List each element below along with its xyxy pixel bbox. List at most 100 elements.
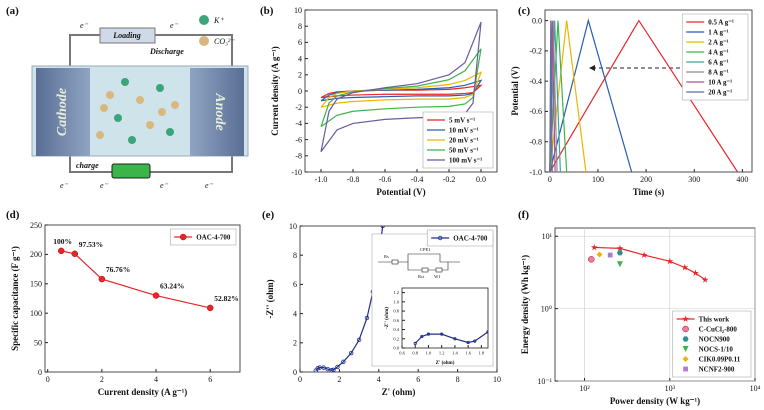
loading-label: Loading: [112, 31, 141, 40]
legend-label: 1 A g⁻¹: [708, 29, 729, 37]
panel-label: (b): [260, 5, 274, 17]
warburg: [435, 267, 443, 273]
y-tick-label: 10⁻¹: [537, 377, 552, 386]
k-label: K⁺: [213, 16, 224, 25]
series-line: [320, 21, 482, 153]
marker: [315, 366, 320, 371]
y-tick-label: 8: [298, 22, 302, 31]
legend-label: CIK0.09P0.11: [699, 356, 741, 364]
y-tick-label: 10¹: [542, 232, 553, 241]
marker: [321, 365, 326, 370]
y-tick-label: -8: [295, 152, 302, 161]
x-tick-label: 0: [548, 175, 552, 184]
data-annotation: 76.76%: [106, 265, 130, 274]
plot-frame: [544, 9, 753, 173]
marker: [335, 364, 340, 370]
marker: [453, 337, 457, 341]
y-tick-label: 10: [289, 222, 297, 231]
marker: [152, 292, 160, 299]
x-tick-label: 6: [416, 375, 420, 384]
resistor: [391, 259, 399, 265]
marker: [356, 337, 362, 343]
y-axis-label: Energy density (Wh kg⁻¹): [520, 255, 530, 354]
marker: [426, 332, 431, 336]
anode: [190, 68, 244, 156]
y-tick-label: 0.4: [393, 327, 399, 332]
legend-label: 20 mV s⁻¹: [449, 137, 479, 145]
marker: [606, 93, 608, 95]
x-axis-label: Power density (W kg⁻¹): [610, 396, 700, 406]
y-tick-label: 10: [294, 6, 302, 15]
marker: [682, 315, 690, 322]
marker: [420, 334, 424, 339]
circuit-label: Rct: [418, 274, 425, 279]
marker: [596, 251, 603, 258]
x-tick-label: -0.8: [347, 175, 360, 184]
co3-label: CO₃²⁻: [214, 37, 235, 46]
legend-label: NOCS-1/10: [699, 346, 734, 354]
legend-box: [426, 229, 494, 247]
marker: [380, 226, 385, 229]
x-axis-label: Current density (A g⁻¹): [98, 387, 188, 397]
x-tick-label: 200: [640, 175, 652, 184]
marker: [507, 314, 509, 316]
series-line: [320, 48, 482, 128]
legend-label: 5 mV s⁻¹: [449, 117, 475, 125]
plot-frame: [299, 225, 498, 373]
y-axis-label: -Z'' (ohm): [385, 307, 390, 329]
panel-label: (e): [262, 209, 275, 221]
electron-label: e⁻: [160, 181, 169, 190]
marker: [666, 257, 674, 265]
x-axis-label: Potential (V): [376, 187, 425, 197]
series-line: [549, 20, 568, 172]
y-tick-label: -0.4: [529, 77, 542, 86]
charge-label: charge: [76, 161, 99, 170]
x-tick-label: 10²: [579, 384, 590, 393]
marker: [533, 287, 535, 289]
marker: [486, 330, 488, 334]
inset-plot: [413, 93, 608, 345]
resistor: [421, 267, 429, 273]
circuit-label: W1: [434, 274, 441, 279]
y-axis-label: Potential (V): [510, 66, 520, 115]
y-tick-label: 0.8: [393, 309, 399, 314]
circuit: [378, 253, 460, 271]
legend-label: 10 A g⁻¹: [708, 79, 732, 87]
marker: [349, 350, 354, 356]
marker: [586, 176, 588, 178]
co3-icon: [199, 36, 209, 46]
x-tick-label: 0: [46, 375, 50, 384]
marker: [98, 275, 106, 283]
marker: [440, 332, 444, 336]
marker: [616, 261, 623, 268]
legend-label: 0.5 A g⁻¹: [708, 19, 734, 27]
y-axis-label: Specific capacitance (F g⁻¹): [10, 246, 20, 351]
x-tick-label: 8: [456, 375, 460, 384]
legend-box: [169, 228, 237, 246]
marker: [341, 359, 346, 364]
series-line: [320, 71, 483, 108]
marker: [692, 269, 699, 276]
marker: [473, 339, 477, 343]
y-tick-label: 250: [30, 221, 42, 230]
x-tick-label: 10⁴: [750, 384, 761, 393]
y-tick-label: -0.8: [529, 138, 542, 147]
x-tick-label: 10: [493, 375, 501, 384]
plot-area: [58, 247, 214, 312]
series-line: [61, 250, 211, 309]
legend-label: C-CuCl₂-800: [699, 326, 738, 334]
marker: [179, 233, 187, 241]
marker: [682, 346, 689, 352]
x-tick-label: 4: [377, 375, 381, 384]
y-tick-label: -10: [291, 168, 302, 177]
y-tick-label: -0.2: [529, 47, 542, 56]
plot-frame: [44, 224, 241, 373]
x-tick-label: 300: [688, 175, 700, 184]
y-tick-label: 10⁰: [541, 304, 552, 313]
x-tick-label: 0.0: [476, 175, 486, 184]
marker: [364, 315, 370, 321]
data-annotation: 63.24%: [160, 282, 184, 291]
marker: [325, 366, 330, 372]
legend-label: NOCN900: [699, 336, 731, 344]
